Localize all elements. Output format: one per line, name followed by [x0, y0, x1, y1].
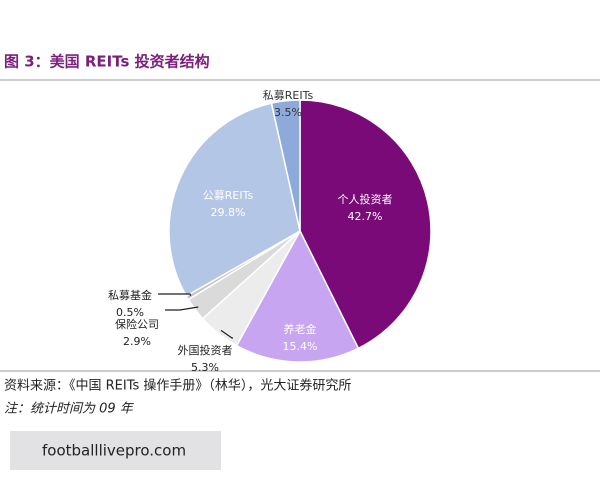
chart-title: 图 3：美国 REITs 投资者结构: [4, 53, 210, 71]
leader-line: [165, 306, 199, 311]
pie-slice: [299, 99, 432, 350]
slice-label: 外国投资者: [178, 343, 233, 357]
leader-line: [158, 293, 192, 296]
note: 注：统计时间为 09 年: [4, 402, 135, 417]
slice-label: 养老金: [284, 322, 317, 336]
slice-label: 公募REITs: [203, 189, 254, 202]
pie-slice: [270, 99, 301, 232]
slice-label: 保险公司: [115, 317, 159, 331]
source: 资料来源：《中国 REITs 操作手册》（林华），光大证券研究所: [4, 378, 351, 394]
slice-value: 29.8%: [211, 206, 246, 219]
slice-label: 私募REITs: [263, 89, 314, 102]
pie-slice: [235, 229, 360, 363]
slice-value: 0.5%: [116, 306, 144, 319]
slice-value: 15.4%: [283, 340, 318, 353]
slice-value: 2.9%: [123, 335, 151, 348]
watermark-box: [10, 431, 221, 470]
slice-value: 5.3%: [191, 361, 219, 374]
watermark: footballlivepro.com: [42, 442, 186, 460]
slice-label: 私募基金: [108, 288, 152, 302]
slice-value: 42.7%: [348, 210, 383, 223]
pie-slice: [168, 102, 301, 298]
slice-value: 3.5%: [274, 106, 302, 119]
slice-label: 个人投资者: [338, 192, 393, 206]
leader-line: [220, 329, 233, 339]
